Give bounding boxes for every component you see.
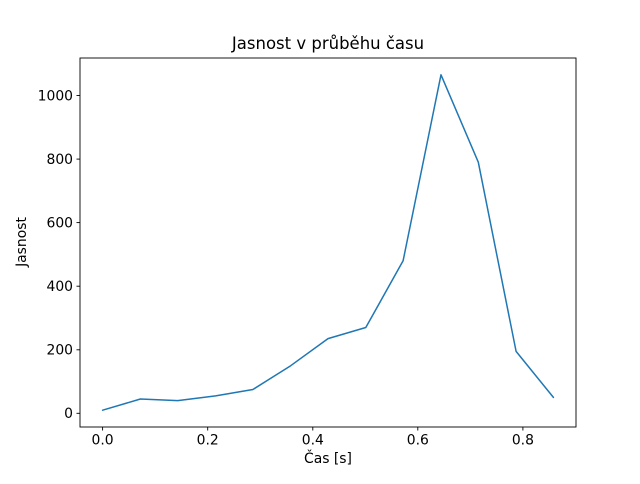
x-tick-label: 0.0 [92, 433, 114, 449]
x-tick-label: 0.6 [407, 433, 429, 449]
x-tick-label: 0.2 [197, 433, 219, 449]
y-axis-label: Jasnost [14, 217, 30, 268]
data-line [101, 74, 555, 411]
y-tick-label: 1000 [38, 88, 73, 104]
x-tick-label: 0.4 [302, 433, 324, 449]
y-tick-label: 800 [46, 152, 73, 168]
y-tick-label: 400 [46, 279, 73, 295]
chart-title: Jasnost v průběhu času [231, 34, 424, 53]
y-tick-label: 600 [46, 215, 73, 231]
plot-area [79, 57, 577, 428]
axis-ticks: 0.0 0.2 0.4 0.6 0.8 0 200 400 600 800 1000 [38, 88, 534, 448]
y-tick-label: 200 [46, 343, 73, 359]
x-axis-label: Čas [s] [304, 449, 352, 467]
x-tick-label: 0.8 [512, 433, 534, 449]
y-tick-label: 0 [64, 406, 73, 422]
